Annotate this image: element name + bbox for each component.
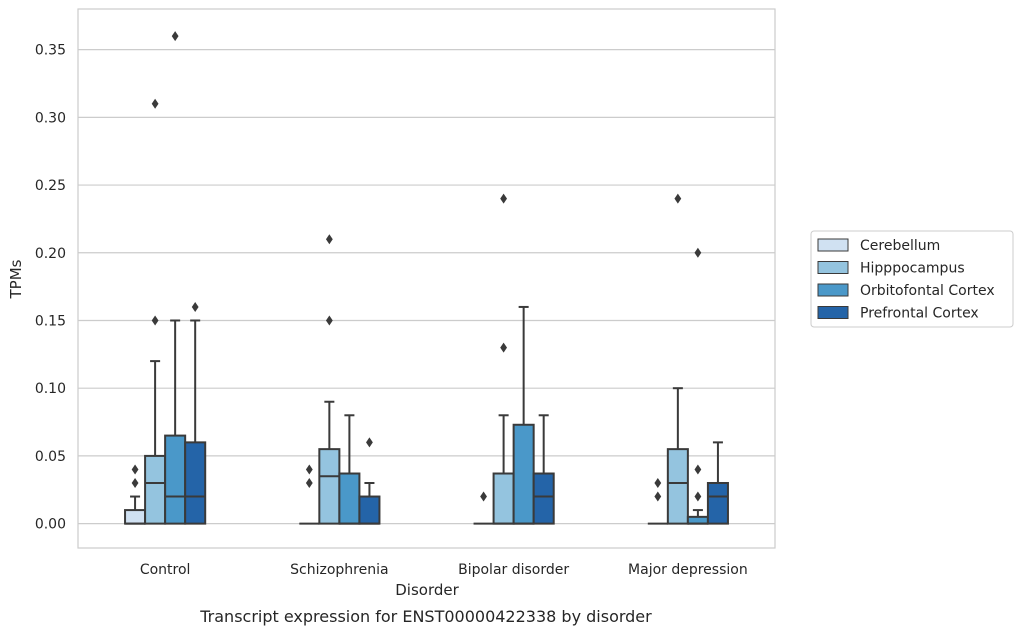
outlier-marker [480, 491, 487, 502]
box [124, 509, 147, 525]
outlier-marker [654, 477, 662, 488]
outlier-marker [694, 464, 702, 475]
box-group [184, 301, 207, 525]
box-group [473, 491, 494, 525]
outlier-marker [305, 477, 313, 488]
outlier-marker [305, 464, 313, 475]
y-axis-label: TPMs [7, 259, 25, 299]
outlier-marker [131, 477, 139, 488]
outlier-marker [171, 31, 179, 42]
legend-label: Prefrontal Cortex [860, 306, 979, 322]
box-group [318, 234, 341, 525]
y-tick-label: 0.30 [35, 110, 66, 126]
box-group [666, 193, 689, 525]
box [318, 448, 341, 525]
x-tick-label: Schizophrenia [290, 562, 388, 578]
x-axis-label: Disorder [395, 581, 459, 599]
y-tick-label: 0.20 [35, 246, 66, 262]
outlier-marker [694, 491, 702, 502]
legend-label: Orbitofontal Cortex [860, 283, 995, 299]
outlier-marker [151, 315, 159, 326]
box-series-group [124, 31, 729, 525]
box [492, 472, 515, 525]
x-tick-label: Major depression [628, 562, 748, 578]
legend-label: Cerebellum [860, 238, 940, 254]
outlier-marker [654, 491, 662, 502]
box-group [492, 193, 515, 525]
outlier-marker [500, 193, 508, 204]
box [706, 481, 729, 525]
series-orbitofontal-cortex [164, 31, 709, 525]
chart-caption: Transcript expression for ENST0000042233… [199, 607, 652, 626]
legend-label: Hipppocampus [860, 261, 965, 277]
legend-swatch [817, 238, 849, 252]
legend-swatch [817, 306, 849, 319]
legend-items: Cerebellum Hipppocampus Orbitofontal Corte… [817, 238, 995, 322]
box-group [144, 98, 167, 525]
plot-area-frame [77, 8, 776, 549]
legend-swatch [817, 283, 849, 297]
box-group [532, 414, 555, 525]
box-group [706, 441, 729, 525]
box-group [358, 437, 381, 525]
outlier-marker [151, 98, 159, 109]
outlier-marker [325, 234, 333, 245]
box-group [338, 414, 361, 525]
box [358, 495, 381, 525]
box [184, 441, 207, 525]
y-tick-label: 0.15 [35, 313, 66, 329]
y-tick-label: 0.10 [35, 381, 66, 397]
box-group [686, 247, 709, 525]
legend-frame [810, 230, 1014, 328]
y-tick-label: 0.05 [35, 449, 66, 465]
x-tick-label: Control [140, 562, 191, 578]
outlier-marker [694, 247, 702, 258]
box [164, 434, 187, 525]
y-tick-labels: 0.00 0.05 0.10 0.15 0.20 0.25 0.30 0.35 [35, 43, 66, 533]
outlier-marker [674, 193, 682, 204]
legend-swatch [817, 261, 849, 274]
box-group [647, 477, 668, 525]
x-tick-labels: Control Schizophrenia Bipolar disorder Majo… [140, 562, 748, 578]
outlier-marker [191, 301, 199, 312]
x-tick-label: Bipolar disorder [458, 562, 569, 578]
outlier-marker [500, 342, 508, 353]
box-group [124, 464, 147, 525]
legend: Cerebellum Hipppocampus Orbitofontal Corte… [810, 230, 1014, 328]
box [512, 423, 535, 525]
outlier-marker [131, 464, 139, 475]
series-prefrontal-cortex [184, 301, 729, 525]
box [532, 472, 555, 525]
outlier-marker [366, 437, 373, 448]
outlier-marker [325, 315, 333, 326]
box [686, 515, 709, 525]
box-group [299, 464, 320, 525]
y-tick-label: 0.00 [35, 517, 66, 533]
series-cerebellum [124, 464, 668, 525]
y-tick-label: 0.35 [35, 43, 66, 59]
box [144, 454, 167, 525]
y-tick-label: 0.25 [35, 178, 66, 194]
box [666, 448, 689, 525]
box [338, 472, 361, 525]
series-hipppocampus [144, 98, 689, 525]
